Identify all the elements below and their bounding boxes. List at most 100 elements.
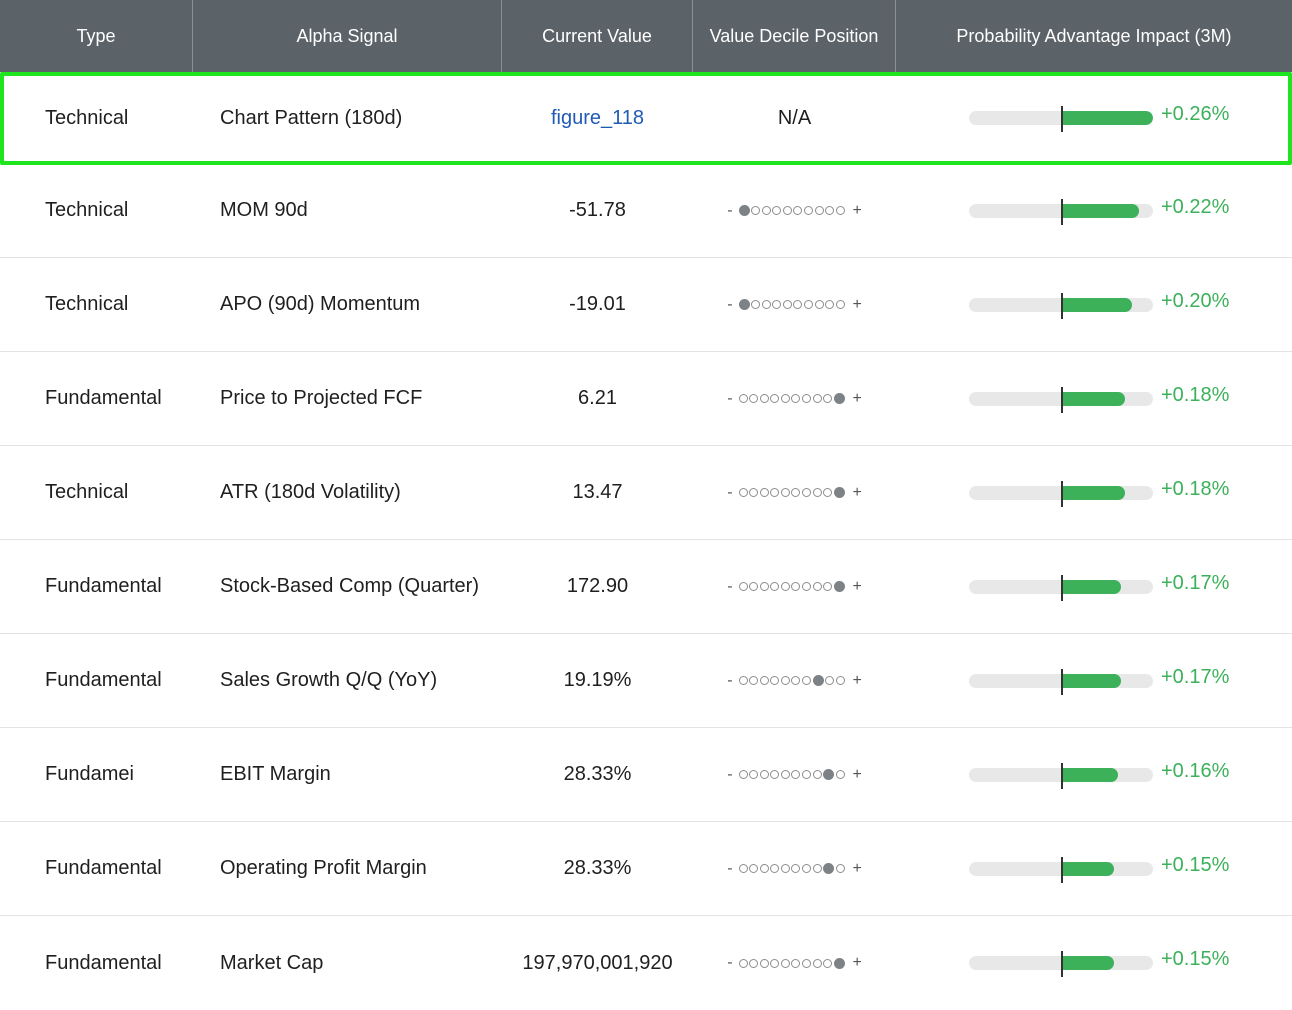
impact-bar-fill [1061,673,1121,688]
decile-dot [812,394,822,403]
decile-plus: + [852,295,862,313]
impact-cell: +0.22% [896,164,1292,257]
decile-dots [738,769,847,780]
table-row[interactable]: Technical ATR (180d Volatility) 13.47- + +0.… [0,446,1292,540]
decile-dot [749,770,759,779]
impact-cell: +0.17% [896,540,1292,633]
impact-zero-axis [1061,106,1063,132]
decile-dot [814,206,824,215]
decile-dot [791,958,801,968]
table-row[interactable]: Fundamei EBIT Margin 28.33% - + +0.16% [0,728,1292,822]
current-value: 172.90 [566,575,629,597]
signal-name: Stock-Based Comp (Quarter) [220,575,479,597]
signal-name: ATR (180d Volatility) [220,481,401,503]
decile-dot [825,300,835,309]
header-probability-impact[interactable]: Probability Advantage Impact (3M) [956,26,1232,46]
impact-zero-axis [1061,480,1063,507]
decile-dot [812,864,822,873]
table-row[interactable]: Technical APO (90d) Momentum -19.01 - + +0.20… [0,258,1292,352]
impact-bar-fill [1061,297,1132,312]
impact-cell: +0.18% [896,352,1292,445]
decile-dot [823,488,833,497]
impact-percent: +0.18% [1161,477,1230,500]
impact-percent: +0.15% [1161,948,1230,970]
decile-dot [749,676,759,685]
signal-name: Sales Growth Q/Q (YoY) [220,669,438,691]
decile-dot [759,864,769,873]
chart-pattern-link[interactable]: figure_118 [550,106,645,129]
table-row[interactable]: Fundamental Stock-Based Comp (Quarter) 172… [0,540,1292,634]
decile-dot [835,770,845,779]
table-row[interactable]: Fundamental Price to Projected FCF 6.21- + +… [0,352,1292,446]
impact-percent: +0.16% [1161,759,1230,782]
impact-percent: +0.15% [1161,853,1230,876]
impact-cell: +0.18% [896,446,1292,539]
decile-plus: + [852,671,862,689]
decile-position: - + [693,258,896,351]
decile-dot [791,770,801,779]
decile-dot [749,488,759,497]
current-value: -19.01 [569,293,626,315]
decile-dot [791,394,801,403]
current-value: -51.78 [569,199,626,221]
table-row[interactable]: Fundamental Market Cap 197,970,001,920- + +0… [0,916,1292,1010]
decile-dot [780,676,790,685]
decile-dot [738,582,748,591]
table-row[interactable]: Technical Chart Pattern (180d) figure_118 N… [0,72,1292,164]
decile-plus: + [852,577,862,595]
decile-position: - + [693,728,896,821]
decile-dot [812,488,822,497]
decile-dots [738,581,847,592]
impact-cell: +0.20% [896,258,1292,351]
header-value-decile-position[interactable]: Value Decile Position [693,0,896,72]
header-type[interactable]: Type [0,0,193,72]
decile-dot-active [738,299,750,310]
table-body: Technical Chart Pattern (180d) figure_118 N… [0,72,1292,1010]
signal-name: APO (90d) Momentum [220,293,421,315]
decile-dot [759,676,769,685]
current-value: 28.33% [563,763,632,785]
header-current-value[interactable]: Current Value [502,0,693,72]
decile-position: - + [693,446,896,539]
decile-dot [772,300,782,309]
signal-name: MOM 90d [220,199,308,221]
decile-position: - + [693,634,896,727]
decile-dot [759,394,769,403]
decile-dot [759,582,769,591]
decile-dot [759,770,769,779]
impact-bar-fill [1061,111,1153,125]
decile-dot [825,206,835,215]
decile-minus: - [727,671,733,689]
decile-dots [738,205,847,216]
impact-bar-fill [1061,485,1125,500]
decile-dot [749,864,759,873]
signal-type: Technical [45,106,129,129]
impact-bar-fill [1061,203,1139,218]
decile-dot [770,958,780,968]
decile-dot-active [823,863,835,874]
current-value: 6.21 [578,387,617,409]
decile-plus: + [852,483,862,501]
decile-dot [759,958,769,968]
decile-plus: + [852,954,862,971]
table-row[interactable]: Fundamental Sales Growth Q/Q (YoY) 19.19% -… [0,634,1292,728]
decile-dot [804,300,814,309]
table-row[interactable]: Fundamental Operating Profit Margin 28.33%… [0,822,1292,916]
impact-zero-axis [1061,762,1063,789]
decile-dot [825,676,835,685]
current-value: 197,970,001,920 [522,951,673,974]
signal-name: Operating Profit Margin [220,857,427,879]
signal-name: Chart Pattern (180d) [220,106,403,129]
signal-name: Market Cap [220,951,324,974]
table-row[interactable]: Technical MOM 90d -51.78- + +0.22% [0,164,1292,258]
decile-dot [835,676,845,685]
decile-dot [770,770,780,779]
decile-dot [812,958,822,968]
impact-bar-fill [1061,579,1121,594]
signal-type: Technical [45,293,129,315]
decile-dot [770,676,780,685]
signal-type: Technical [45,199,129,221]
decile-dot [802,676,812,685]
header-alpha-signal[interactable]: Alpha Signal [193,0,502,72]
decile-dots [738,957,847,969]
